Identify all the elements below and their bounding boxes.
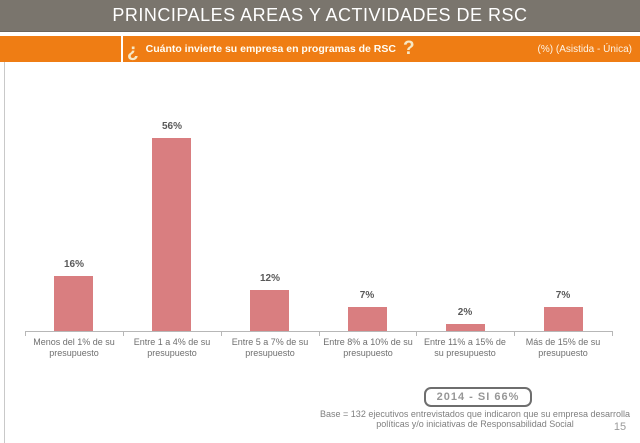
bar-5 (446, 324, 485, 331)
base-note-line1: Base = 132 ejecutivos entrevistados que … (320, 409, 630, 419)
methodology-note: (%) (Asistida - Única) (537, 43, 632, 55)
axis-tick (319, 331, 320, 336)
axis-tick (221, 331, 222, 336)
bar-value-label-2: 56% (161, 121, 182, 132)
axis-tick (514, 331, 515, 336)
base-note-line2: políticas y/o iniciativas de Responsabil… (376, 419, 574, 429)
question-mark-icon: ? (402, 38, 415, 59)
bar-2 (152, 138, 191, 331)
page-number: 15 (613, 421, 627, 433)
category-label-5: Entre 11% a 15% de su presupuesto (424, 337, 506, 358)
axis-tick (25, 331, 26, 336)
slide-title: PRINCIPALES AREAS Y ACTIVIDADES DE RSC (112, 5, 528, 25)
bar-value-label-3: 12% (259, 273, 280, 284)
bar-value-label-1: 16% (63, 259, 84, 270)
question-bar: ¿ Cuánto invierte su empresa en programa… (0, 36, 640, 62)
bar-3 (250, 290, 289, 331)
slide-title-bar: PRINCIPALES AREAS Y ACTIVIDADES DE RSC (0, 0, 640, 32)
year-result-badge: 2014 - SI 66% (424, 387, 532, 407)
category-label-2: Entre 1 a 4% de su presupuesto (133, 337, 211, 358)
category-label-4: Entre 8% a 10% de su presupuesto (323, 337, 413, 358)
left-border-rule (4, 62, 5, 443)
bar-6 (544, 307, 583, 331)
axis-tick (416, 331, 417, 336)
question-text-group: ¿ Cuánto invierte su empresa en programa… (127, 36, 415, 62)
question-bar-divider (121, 36, 123, 62)
question-text: Cuánto invierte su empresa en programas … (145, 43, 396, 55)
category-label-1: Menos del 1% de su presupuesto (33, 337, 115, 358)
inverted-question-mark-icon: ¿ (127, 41, 139, 62)
bar-value-label-5: 2% (457, 307, 473, 318)
bar-chart: 16% Menos del 1% de su presupuesto 56% Entr… (0, 62, 640, 443)
base-note: Base = 132 ejecutivos entrevistados que … (300, 409, 640, 429)
axis-tick (612, 331, 613, 336)
bar-value-label-4: 7% (359, 290, 375, 301)
x-axis-line (25, 331, 612, 332)
bar-4 (348, 307, 387, 331)
axis-tick (123, 331, 124, 336)
category-label-6: Más de 15% de su presupuesto (525, 337, 601, 358)
bar-value-label-6: 7% (555, 290, 571, 301)
category-label-3: Entre 5 a 7% de su presupuesto (231, 337, 309, 358)
bar-1 (54, 276, 93, 331)
